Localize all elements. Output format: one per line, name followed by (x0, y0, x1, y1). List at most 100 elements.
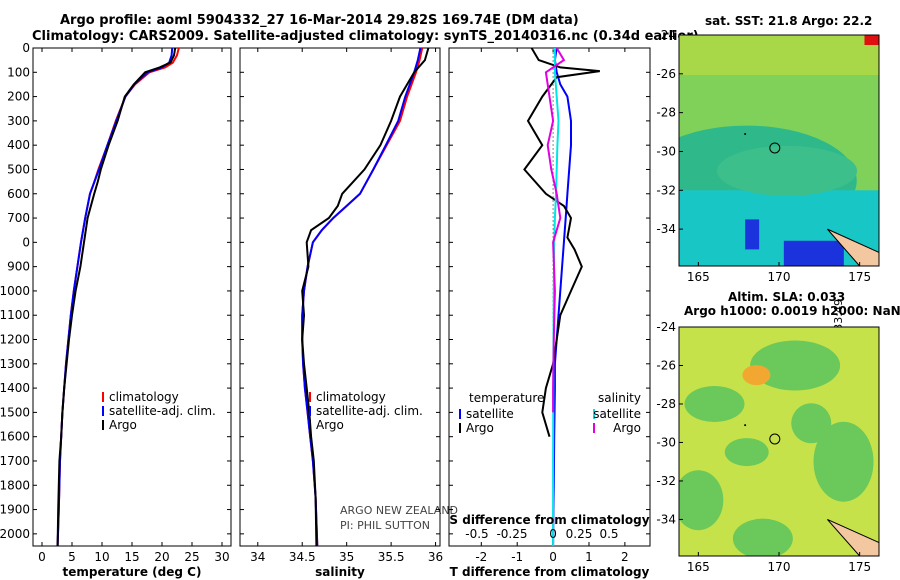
y-tick-label: 1900 (0, 503, 30, 517)
profile-marker (769, 433, 781, 445)
series-line-3 (544, 48, 566, 413)
title-line-2: Climatology: CARS2009. Satellite-adjuste… (32, 29, 699, 44)
x-tick-label: 2 (621, 550, 629, 564)
y-tick-label: 400 (7, 138, 30, 152)
field-blob (717, 145, 858, 196)
land (827, 228, 879, 266)
series-line-0 (301, 48, 424, 546)
y-tick-label: 1400 (0, 381, 30, 395)
panel-frame (448, 47, 651, 547)
y-tick-label: 2000 (0, 527, 30, 541)
x-tick-label: -2 (475, 550, 487, 564)
map-y-tick-label: -32 (656, 474, 676, 488)
y-tick-label: 1300 (0, 357, 30, 371)
map-x-tick-label: 165 (687, 560, 710, 574)
x-tick-label: 0 (38, 550, 46, 564)
series-line-0 (552, 48, 572, 546)
x-tick-label: 36 (428, 550, 443, 564)
sla-map-title: Altim. SLA: 0.033 (728, 290, 846, 304)
x-tick-label: 34.5 (289, 550, 316, 564)
map-x-tick-label: 175 (848, 270, 871, 284)
panel-difference: -2 -1 0 1 2T difference from climatology temp… (448, 47, 651, 579)
map-y-tick-label: -28 (656, 106, 676, 120)
field-blob (684, 385, 745, 422)
field-blob (750, 340, 841, 391)
s-tick-label: 0 (549, 527, 557, 541)
map-y-tick-label: -30 (656, 144, 676, 158)
x-axis-label: salinity (315, 565, 365, 579)
x-axis-label: T difference from climatology (450, 565, 650, 579)
legend-title: temperature (469, 391, 544, 405)
y-tick-label: 1600 (0, 430, 30, 444)
field-blob (791, 403, 832, 444)
y-tick-label: 900 (7, 260, 30, 274)
field-band (679, 35, 879, 75)
panel-temperature: 0 5 10 15 20 25 30 temperature (deg C) 0 100 200 30… (0, 41, 232, 579)
float-track-point (744, 424, 747, 427)
x-tick-label: 20 (154, 550, 169, 564)
y-tick-label: 1200 (0, 333, 30, 347)
panel-salinity: 34 34.5 35 35.5 36 salinity climatologysatelli… (239, 47, 443, 579)
x-tick-label: 35 (339, 550, 354, 564)
legend-label: satellite-adj. clim. (316, 404, 423, 418)
legend-label: satellite-adj. clim. (109, 404, 216, 418)
land (827, 518, 879, 556)
y-tick-label: 600 (7, 187, 30, 201)
legend-label: climatology (316, 390, 386, 404)
map-y-tick-label: -24 (656, 28, 676, 42)
y-tick-label: 500 (7, 162, 30, 176)
map-field (679, 327, 879, 556)
y-tick-label: 300 (7, 114, 30, 128)
legend-label: satellite (593, 407, 641, 421)
pi-label: PI: PHIL SUTTON (340, 519, 431, 532)
map-x-tick-label: 175 (848, 560, 871, 574)
map-y-tick-label: -26 (656, 358, 676, 372)
s-tick-label: 0.5 (599, 527, 618, 541)
y-tick-label: 100 (7, 65, 30, 79)
field-blob (732, 518, 793, 556)
y-tick-label: 1000 (0, 284, 30, 298)
panel-frame (32, 47, 232, 547)
x-tick-label: 30 (214, 550, 229, 564)
legend-label: Argo (466, 421, 494, 435)
title-line-1: Argo profile: aoml 5904332_27 16-Mar-201… (60, 13, 579, 28)
s-tick-label: 0.25 (566, 527, 593, 541)
map-y-tick-label: -24 (656, 320, 676, 334)
legend-title: salinity (598, 391, 641, 405)
y-tick-label: 0 (22, 41, 30, 55)
x-tick-label: 10 (94, 550, 109, 564)
x-tick-label: -1 (511, 550, 523, 564)
map-y-tick-label: -30 (656, 435, 676, 449)
field-hotspot (864, 35, 879, 45)
x-tick-label: 1 (585, 550, 593, 564)
legend-label: Argo (109, 418, 137, 432)
x-tick-label: 5 (68, 550, 76, 564)
sst-map-title: sat. SST: 21.8 Argo: 22.2 (705, 14, 873, 28)
field-coldspot (745, 219, 760, 250)
legend-label: Argo (613, 421, 641, 435)
y-tick-label: 1500 (0, 405, 30, 419)
legend-label: Argo (316, 418, 344, 432)
x-tick-label: 34 (250, 550, 265, 564)
x-tick-label: 0 (549, 550, 557, 564)
map-x-tick-label: 170 (768, 560, 791, 574)
map-y-tick-label: -34 (656, 222, 676, 236)
map-sst_map: -24 -26 -28 -30 -32 -34 165 170 175 (656, 28, 880, 284)
field-hotspot (742, 365, 771, 386)
legend-label: climatology (109, 390, 179, 404)
map-y-tick-label: -26 (656, 67, 676, 81)
map-y-tick-label: -32 (656, 183, 676, 197)
y-tick-label: 1800 (0, 478, 30, 492)
series-line-1 (301, 48, 422, 546)
float-track-point (744, 133, 747, 135)
y-tick-label: 0 (22, 235, 30, 249)
map-x-tick-label: 165 (687, 270, 710, 284)
panel-frame (239, 47, 441, 547)
map-sla_map: -24 -26 -28 -30 -32 -34 165 170 175 (656, 320, 880, 574)
program-label: ARGO NEW ZEALAND (340, 504, 459, 517)
y-tick-label: 1700 (0, 454, 30, 468)
series-line-2 (56, 48, 177, 546)
y-tick-label: 200 (7, 90, 30, 104)
x-axis-label: temperature (deg C) (63, 565, 202, 579)
